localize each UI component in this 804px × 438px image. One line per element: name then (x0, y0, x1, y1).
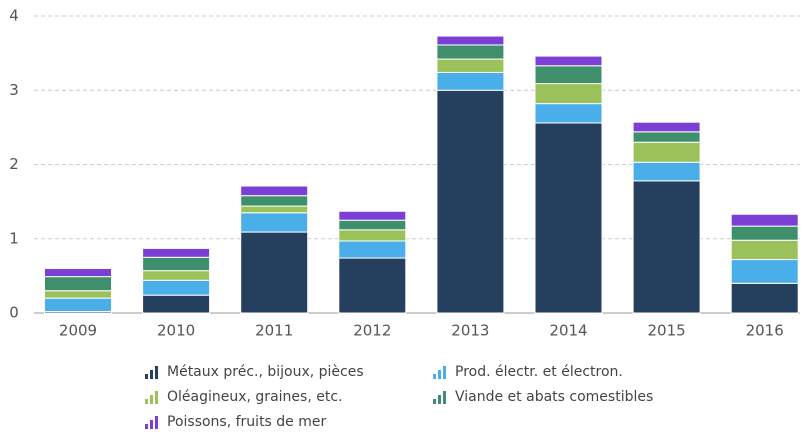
bar-segment (730, 213, 799, 227)
legend-icon (155, 391, 158, 404)
bar-segment (436, 44, 505, 60)
bar-segment (338, 229, 407, 242)
legend-label: Métaux préc., bijoux, pièces (167, 364, 364, 380)
legend-label: Prod. électr. et électron. (455, 364, 623, 380)
y-tick-label: 2 (9, 155, 19, 173)
bar-segment (44, 267, 112, 278)
legend-icon (145, 424, 148, 429)
bar-segment (436, 35, 505, 46)
bar-segment (632, 121, 701, 133)
bar-segment (730, 259, 799, 284)
bar-segment (338, 210, 407, 221)
y-tick-label: 1 (9, 229, 19, 247)
legend-icon (155, 366, 158, 379)
y-tick-label: 0 (9, 304, 19, 322)
legend-label: Viande et abats comestibles (455, 389, 653, 405)
bar-segment (44, 276, 112, 292)
bar-segment (142, 256, 211, 272)
bar-segment (534, 122, 603, 314)
legend-icon (150, 395, 153, 404)
legend-icon (155, 416, 158, 429)
bar-segment (338, 240, 407, 259)
bar-segment (632, 180, 701, 314)
bar-segment (436, 89, 505, 314)
bar-segment (44, 290, 112, 299)
bar-segment (534, 65, 603, 85)
legend-label: Poissons, fruits de mer (167, 414, 327, 430)
bar-segment (240, 185, 309, 197)
x-tick-label: 2013 (451, 322, 489, 340)
bar-segment (240, 195, 309, 207)
y-tick-label: 3 (9, 81, 19, 99)
bar-segment (436, 58, 505, 73)
legend-icon (438, 395, 441, 404)
legend-icon (438, 370, 441, 379)
legend-icon (433, 399, 436, 404)
bar-segment (436, 71, 505, 91)
bar-segment (534, 55, 603, 67)
legend-icon (150, 420, 153, 429)
y-tick-label: 4 (9, 7, 19, 25)
bar-segment (730, 239, 799, 261)
bar-segment (632, 141, 701, 163)
bar-segment (142, 270, 211, 281)
bar-segment (142, 294, 211, 314)
x-tick-label: 2010 (157, 322, 195, 340)
bar-segment (142, 247, 211, 258)
legend-icon (145, 399, 148, 404)
bar-segment (730, 282, 799, 314)
x-tick-label: 2011 (255, 322, 293, 340)
legend-icon (145, 374, 148, 379)
bar-segment (240, 212, 309, 233)
bar-segment (632, 131, 701, 143)
x-tick-label: 2009 (59, 322, 97, 340)
legend-icon (150, 370, 153, 379)
bar-segment (338, 257, 407, 314)
bar-segment (534, 83, 603, 105)
x-tick-label: 2012 (353, 322, 391, 340)
legend-icon (443, 366, 446, 379)
legend-icon (433, 374, 436, 379)
bar-segment (730, 225, 799, 241)
bar-segment (534, 103, 603, 124)
bar-segment (240, 231, 309, 314)
x-tick-label: 2014 (549, 322, 587, 340)
bar-segment (632, 161, 701, 182)
x-tick-label: 2015 (648, 322, 686, 340)
bar-segment (44, 297, 112, 313)
bar-segment (338, 219, 407, 231)
bar-segment (240, 205, 309, 214)
legend-icon (443, 391, 446, 404)
x-tick-label: 2016 (746, 322, 784, 340)
bar-segment (142, 279, 211, 296)
legend-label: Oléagineux, graines, etc. (167, 389, 342, 405)
